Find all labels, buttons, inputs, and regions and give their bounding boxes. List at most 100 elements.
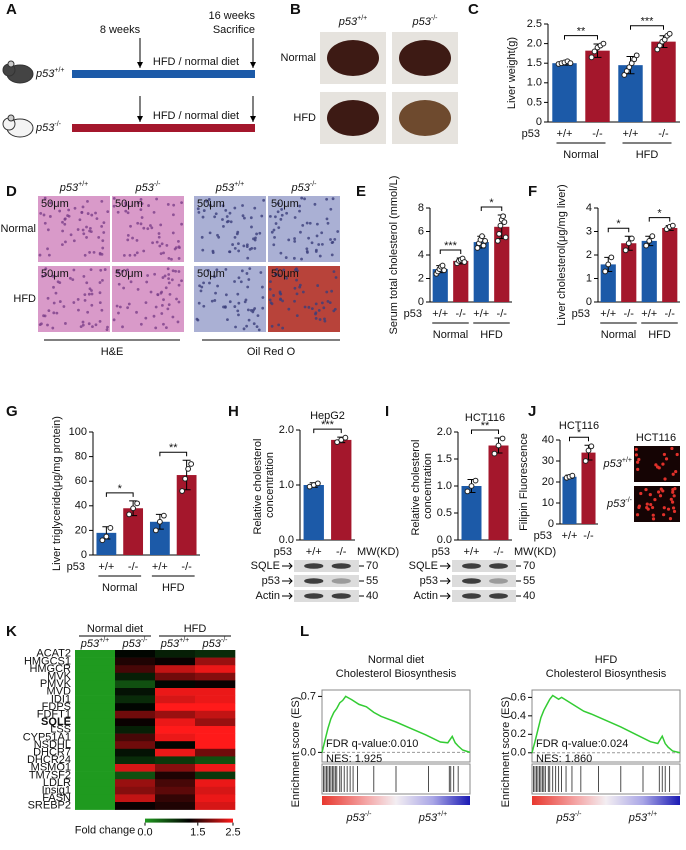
nucleus: [117, 282, 121, 286]
nucleus: [333, 237, 337, 241]
data-point: [628, 60, 635, 67]
nucleus: [154, 326, 158, 330]
stain-label: Oil Red O: [247, 346, 296, 358]
significance-bracket: [564, 35, 598, 40]
nucleus: [247, 318, 251, 322]
data-point: [314, 480, 321, 487]
nucleus: [88, 251, 91, 254]
bar: [581, 452, 596, 524]
filipin-spot: [636, 467, 640, 471]
nucleus: [244, 298, 248, 302]
nucleus: [159, 223, 163, 227]
data-point: [666, 30, 673, 37]
filipin-spot: [674, 469, 678, 474]
nucleus: [98, 320, 102, 323]
nucleus: [254, 236, 257, 240]
significance-label: **: [577, 26, 586, 38]
nucleus: [259, 271, 263, 274]
genotype-superscript: +/+: [54, 67, 64, 74]
nucleus: [272, 294, 275, 297]
filipin-spot: [637, 457, 641, 462]
nucleus: [100, 308, 104, 312]
column-label: p53+/+: [338, 15, 367, 28]
filipin-spot: [656, 465, 660, 469]
heatmap-cell: [75, 703, 116, 712]
blot-arrow: [440, 562, 451, 570]
nucleus: [83, 293, 87, 297]
mouse-ear: [7, 60, 15, 68]
nucleus: [166, 203, 170, 206]
nucleus: [81, 323, 85, 327]
nucleus: [87, 292, 91, 296]
nucleus: [78, 218, 82, 222]
nucleus: [303, 197, 306, 201]
y-tick-label: 0.0: [511, 747, 526, 759]
nucleus: [243, 216, 246, 220]
x-tick-label: -/-: [128, 561, 139, 573]
filipin-spot: [671, 488, 675, 492]
nucleus: [250, 225, 253, 229]
nucleus: [208, 281, 211, 285]
blot-band: [462, 578, 481, 584]
nucleus: [43, 314, 47, 318]
heatmap-cell: [155, 726, 196, 734]
significance-bracket: [159, 451, 188, 457]
nucleus: [260, 285, 264, 289]
nucleus: [315, 234, 319, 238]
nucleus: [275, 268, 279, 271]
nucleus: [82, 232, 86, 236]
data-point: [185, 466, 192, 472]
nucleus: [124, 209, 128, 213]
significance-bracket: [648, 217, 671, 222]
nucleus: [101, 239, 105, 243]
nucleus: [163, 274, 167, 278]
blot-label: SQLE: [409, 560, 438, 572]
nucleus: [313, 202, 317, 206]
nucleus: [237, 313, 240, 317]
nucleus: [139, 222, 143, 226]
nucleus: [241, 214, 245, 218]
nucleus: [135, 251, 139, 255]
data-point: [582, 458, 589, 464]
nucleus: [165, 243, 169, 247]
nucleus: [269, 280, 272, 284]
genotype-superscript: -/-: [310, 181, 317, 188]
nucleus: [268, 287, 272, 291]
heatmap-cell: [155, 756, 196, 765]
data-point: [608, 254, 615, 261]
nucleus: [87, 322, 91, 326]
nucleus: [298, 204, 302, 208]
filipin-spot: [666, 507, 671, 511]
nucleus: [253, 206, 257, 210]
nucleus: [149, 224, 152, 227]
filipin-spot: [645, 506, 649, 510]
x-tick-label: +/+: [600, 308, 616, 320]
nucleus: [101, 246, 105, 250]
nucleus: [94, 323, 98, 327]
row-label: LDLR: [43, 777, 71, 789]
y-tick-label: 0: [418, 296, 424, 308]
heatmap-cell: [155, 680, 196, 689]
nucleus: [173, 247, 177, 251]
nucleus: [307, 305, 311, 309]
heatmap-cell: [195, 710, 236, 719]
nucleus: [159, 252, 163, 256]
nucleus: [98, 281, 102, 284]
nucleus: [228, 250, 231, 254]
gene-name: p53: [556, 812, 576, 824]
x-tick-label: -/-: [181, 561, 192, 573]
nucleus: [323, 317, 326, 321]
nucleus: [207, 198, 211, 201]
bar: [552, 63, 577, 122]
panel-label: D: [6, 183, 17, 200]
significance-label: *: [577, 427, 582, 439]
nucleus: [140, 202, 144, 206]
nucleus: [242, 327, 246, 331]
nucleus: [258, 231, 262, 235]
y-tick-label: 0: [548, 518, 554, 530]
nucleus: [46, 296, 50, 300]
data-point: [588, 54, 595, 61]
nucleus: [214, 212, 218, 216]
nucleus: [142, 249, 146, 253]
y-tick-label: 100: [69, 426, 87, 438]
